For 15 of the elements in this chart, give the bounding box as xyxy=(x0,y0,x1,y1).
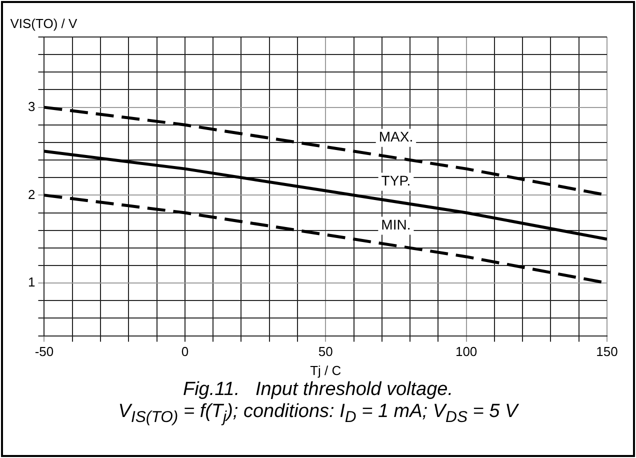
x-tick-label: -50 xyxy=(34,344,54,360)
series-label: MAX. xyxy=(378,128,414,145)
x-axis-title: Tj / C xyxy=(310,362,342,378)
series-label: TYP. xyxy=(381,172,411,189)
text: V$_{IS(TO)}$ = f(T$_{j}$); conditions: I$_{D}$ = 1 mA; V$_{DS}$ = 5 V xyxy=(118,401,518,426)
x-tick-label: 0 xyxy=(181,344,189,360)
x-tick-label: 50 xyxy=(318,344,333,360)
y-tick-label: 1 xyxy=(28,274,36,290)
x-tick-label: 100 xyxy=(455,344,478,360)
y-tick-label: 3 xyxy=(28,98,36,114)
y-axis-title: VIS(TO) / V xyxy=(10,16,78,32)
y-tick-label: 2 xyxy=(28,186,36,202)
caption: Fig.11. Input threshold voltage. xyxy=(182,379,454,401)
x-tick-label: 150 xyxy=(596,344,618,360)
series-label: MIN. xyxy=(381,216,411,233)
